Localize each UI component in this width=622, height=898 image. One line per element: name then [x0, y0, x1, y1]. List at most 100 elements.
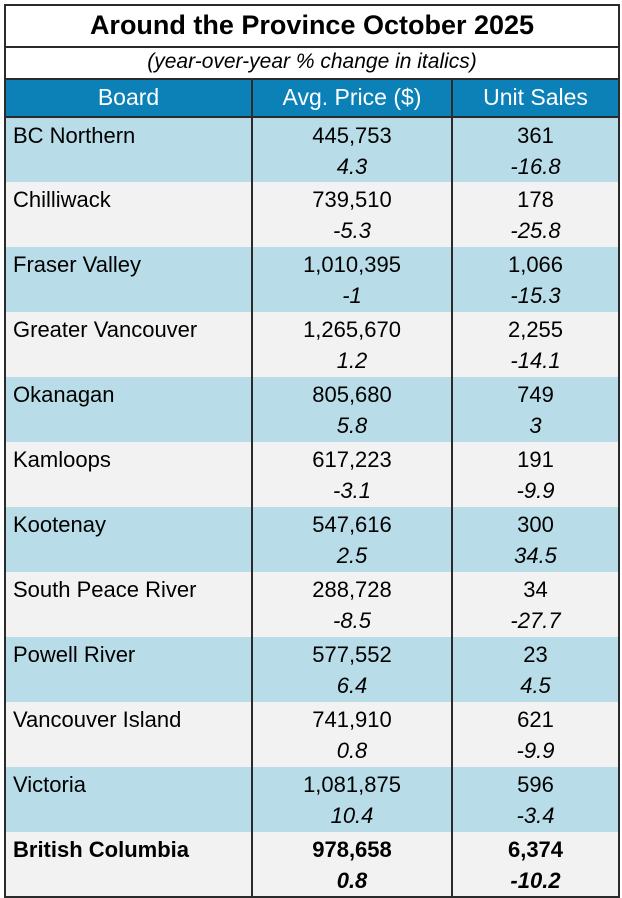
avg-price-cell: 547,616 2.5 [251, 507, 452, 572]
avg-price-yoy: -3.1 [333, 478, 371, 503]
avg-price-yoy: -8.5 [333, 608, 371, 633]
avg-price-value: 741,910 [312, 707, 392, 732]
avg-price-cell: 288,728 -8.5 [251, 572, 452, 637]
avg-price-cell: 805,680 5.8 [251, 377, 452, 442]
unit-sales-value: 6,374 [507, 837, 564, 862]
avg-price-cell: 739,510 -5.3 [251, 182, 452, 247]
table-row: British Columbia 978,658 0.8 6,374 -10.2 [5, 832, 620, 897]
board-name: Victoria [13, 772, 86, 797]
column-header-unit-sales: Unit Sales [450, 79, 620, 118]
board-name: Chilliwack [13, 187, 111, 212]
unit-sales-yoy: -25.8 [510, 218, 561, 243]
page-title: Around the Province October 2025 [5, 5, 620, 48]
avg-price-yoy: 0.8 [336, 868, 368, 893]
avg-price-cell: 617,223 -3.1 [251, 442, 452, 507]
unit-sales-cell: 34 -27.7 [450, 572, 620, 637]
unit-sales-cell: 2,255 -14.1 [450, 312, 620, 377]
unit-sales-yoy: 34.5 [514, 543, 557, 568]
unit-sales-yoy: -10.2 [510, 868, 561, 893]
avg-price-value: 739,510 [312, 187, 392, 212]
board-name: Greater Vancouver [13, 317, 198, 342]
board-name: Fraser Valley [13, 252, 141, 277]
board-name-cell: BC Northern [5, 117, 252, 182]
unit-sales-yoy: -16.8 [510, 154, 561, 179]
avg-price-cell: 741,910 0.8 [251, 702, 452, 767]
table-row: Vancouver Island 741,910 0.8 621 -9.9 [5, 702, 620, 767]
avg-price-yoy: 4.3 [336, 154, 368, 179]
avg-price-value: 617,223 [312, 447, 392, 472]
table-body: BC Northern 445,753 4.3 361 -16.8 Chilli… [5, 117, 620, 897]
table-row: Powell River 577,552 6.4 23 4.5 [5, 637, 620, 702]
avg-price-value: 978,658 [312, 837, 392, 862]
avg-price-yoy: 6.4 [336, 673, 368, 698]
unit-sales-value: 749 [517, 382, 554, 407]
avg-price-value: 1,010,395 [303, 252, 401, 277]
avg-price-value: 547,616 [312, 512, 392, 537]
avg-price-value: 1,265,670 [303, 317, 401, 342]
table-row: South Peace River 288,728 -8.5 34 -27.7 [5, 572, 620, 637]
unit-sales-cell: 596 -3.4 [450, 767, 620, 832]
board-name-cell: Chilliwack [5, 182, 252, 247]
board-name: Vancouver Island [13, 707, 182, 732]
board-name-cell: Vancouver Island [5, 702, 252, 767]
avg-price-cell: 1,010,395 -1 [251, 247, 452, 312]
table-row: Victoria 1,081,875 10.4 596 -3.4 [5, 767, 620, 832]
unit-sales-cell: 361 -16.8 [450, 117, 620, 182]
unit-sales-value: 191 [517, 447, 554, 472]
unit-sales-cell: 1,066 -15.3 [450, 247, 620, 312]
unit-sales-yoy: -9.9 [516, 738, 555, 763]
table-header-row: Board Avg. Price ($) Unit Sales [5, 79, 620, 118]
board-name-cell: Victoria [5, 767, 252, 832]
board-name-cell: Okanagan [5, 377, 252, 442]
unit-sales-yoy: 3 [529, 413, 542, 438]
board-name-cell: British Columbia [5, 832, 252, 897]
unit-sales-cell: 191 -9.9 [450, 442, 620, 507]
unit-sales-yoy: -15.3 [510, 283, 561, 308]
unit-sales-yoy: 4.5 [520, 673, 551, 698]
table-row: Okanagan 805,680 5.8 749 3 [5, 377, 620, 442]
board-name-cell: Powell River [5, 637, 252, 702]
avg-price-yoy: 10.4 [330, 803, 374, 828]
board-name: South Peace River [13, 577, 197, 602]
avg-price-value: 577,552 [312, 642, 392, 667]
unit-sales-yoy: -27.7 [510, 608, 561, 633]
unit-sales-value: 1,066 [507, 252, 564, 277]
report-table-container: Around the Province October 2025 (year-o… [4, 4, 621, 898]
board-name-cell: Kamloops [5, 442, 252, 507]
table-row: Greater Vancouver 1,265,670 1.2 2,255 -1… [5, 312, 620, 377]
avg-price-cell: 1,265,670 1.2 [251, 312, 452, 377]
column-header-board: Board [5, 79, 252, 118]
table-row: Kamloops 617,223 -3.1 191 -9.9 [5, 442, 620, 507]
unit-sales-value: 300 [517, 512, 554, 537]
unit-sales-cell: 6,374 -10.2 [450, 832, 620, 897]
board-name-cell: South Peace River [5, 572, 252, 637]
board-name: Powell River [13, 642, 136, 667]
avg-price-value: 1,081,875 [303, 772, 401, 797]
around-the-province-table: Around the Province October 2025 (year-o… [4, 4, 621, 898]
avg-price-yoy: -5.3 [333, 218, 371, 243]
unit-sales-cell: 749 3 [450, 377, 620, 442]
unit-sales-cell: 621 -9.9 [450, 702, 620, 767]
unit-sales-value: 621 [517, 707, 554, 732]
board-name-cell: Fraser Valley [5, 247, 252, 312]
unit-sales-value: 23 [523, 642, 548, 667]
table-row: Chilliwack 739,510 -5.3 178 -25.8 [5, 182, 620, 247]
unit-sales-yoy: -3.4 [516, 803, 555, 828]
avg-price-cell: 445,753 4.3 [251, 117, 452, 182]
unit-sales-yoy: -14.1 [510, 348, 561, 373]
subtitle-row: (year-over-year % change in italics) [5, 47, 620, 80]
avg-price-yoy: -1 [342, 283, 362, 308]
unit-sales-value: 361 [517, 123, 554, 148]
unit-sales-cell: 23 4.5 [450, 637, 620, 702]
unit-sales-cell: 300 34.5 [450, 507, 620, 572]
unit-sales-yoy: -9.9 [516, 478, 555, 503]
avg-price-cell: 1,081,875 10.4 [251, 767, 452, 832]
board-name-cell: Kootenay [5, 507, 252, 572]
board-name: Okanagan [13, 382, 115, 407]
avg-price-yoy: 0.8 [336, 738, 368, 763]
avg-price-yoy: 2.5 [336, 543, 368, 568]
subtitle-note: (year-over-year % change in italics) [5, 47, 620, 80]
board-name-cell: Greater Vancouver [5, 312, 252, 377]
avg-price-yoy: 1.2 [336, 348, 368, 373]
board-name: British Columbia [13, 837, 190, 862]
